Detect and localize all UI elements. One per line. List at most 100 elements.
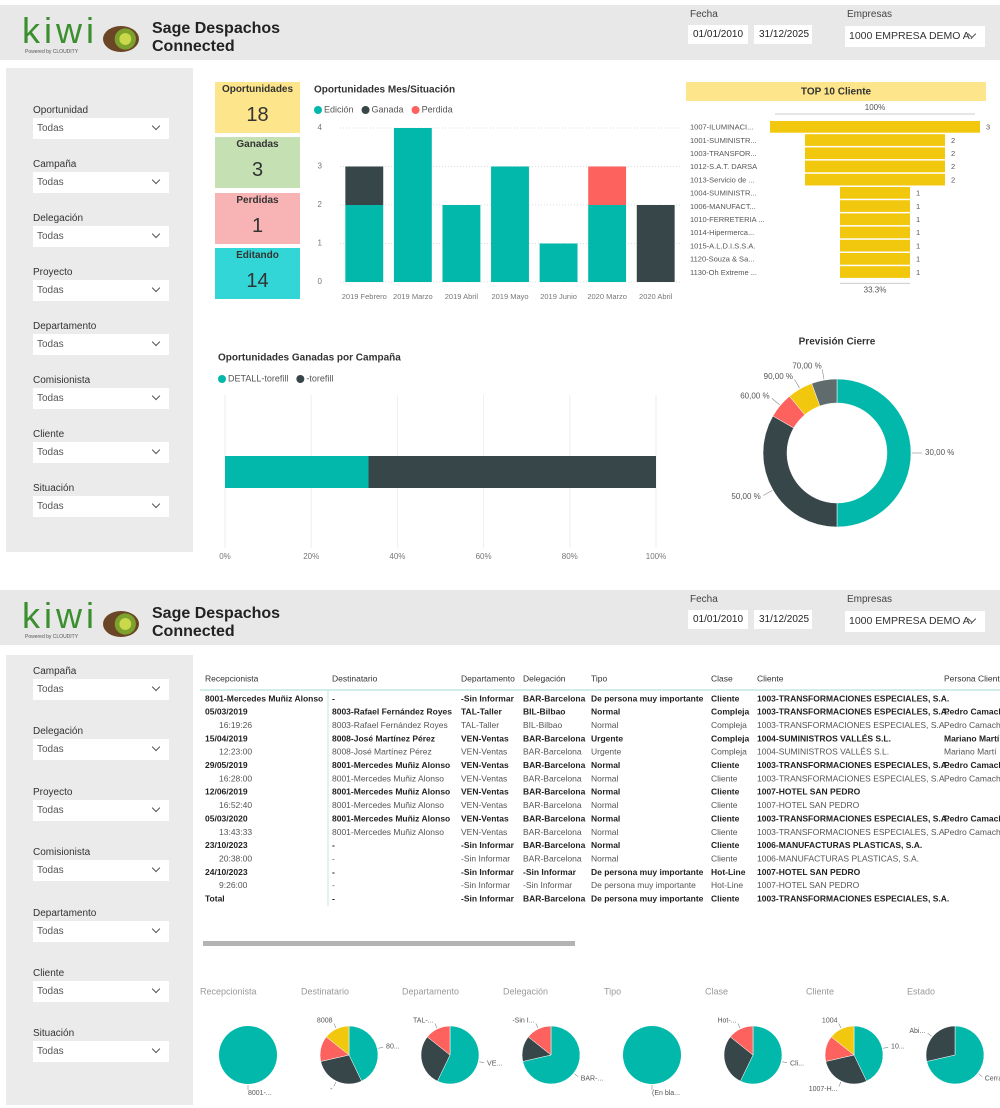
funnel-value: 1 xyxy=(916,241,920,250)
table-cell: BAR-Barcelona xyxy=(523,894,586,904)
table-cell: Normal xyxy=(591,840,620,850)
table-cell: BIL-Bilbao xyxy=(523,707,566,717)
kpi-card xyxy=(215,137,300,188)
table-cell: 1007-HOTEL SAN PEDRO xyxy=(757,867,861,877)
pie-slice xyxy=(723,1036,754,1082)
pie-slice xyxy=(740,1025,783,1085)
filter-dropdown[interactable]: Todas xyxy=(33,496,169,517)
filter-dropdown[interactable]: Todas xyxy=(33,981,169,1002)
filter-dropdown[interactable]: Todas xyxy=(33,799,169,821)
pie-slice xyxy=(319,1036,350,1062)
filter-dropdown[interactable]: Todas xyxy=(33,280,169,301)
slice-label: VE... xyxy=(487,1060,502,1067)
y-tick-label: 4 xyxy=(318,123,323,132)
table-cell: - xyxy=(332,853,335,863)
date-from[interactable]: 01/01/2010 xyxy=(688,610,748,629)
chart-title: Previsión Cierre xyxy=(799,337,876,348)
table-cell: 1006-MANUFACTURAS PLASTICAS, S.A. xyxy=(757,853,919,863)
table-cell: TAL-Taller xyxy=(461,707,502,717)
table-cell: 8001-Mercedes Muñiz Alonso xyxy=(205,693,323,703)
leader-line xyxy=(574,1073,579,1078)
funnel-bar xyxy=(840,226,910,239)
filter-dropdown[interactable]: Todas xyxy=(33,679,169,700)
filter-dropdown[interactable]: Todas xyxy=(33,860,169,882)
table-cell: -Sin Informar xyxy=(523,867,577,877)
x-tick-label: 2020 Marzo xyxy=(587,292,627,301)
table-cell: 23/10/2023 xyxy=(205,840,248,850)
date-to[interactable]: 31/12/2025 xyxy=(754,610,812,629)
table-cell: Pedro Camacho xyxy=(944,813,1000,823)
chart-title: Cliente xyxy=(806,986,834,996)
chart-title: Tipo xyxy=(604,986,621,996)
table-cell: - xyxy=(332,693,335,703)
filter-label: Cliente xyxy=(33,429,65,440)
logo-tagline: Powered by CLOUDITY xyxy=(25,634,79,640)
bar-segment xyxy=(539,243,578,282)
date-from[interactable]: 01/01/2010 xyxy=(688,25,748,44)
kiwi-icon xyxy=(103,611,139,637)
funnel-bar xyxy=(805,173,945,186)
filter-dropdown[interactable]: Todas xyxy=(33,172,169,193)
chevron-icon xyxy=(151,863,161,873)
table-cell: Cliente xyxy=(711,760,740,770)
filter-dropdown[interactable]: Todas xyxy=(33,226,169,247)
table-cell: Normal xyxy=(591,760,620,770)
table-cell: -Sin Informar xyxy=(523,880,572,890)
filter-dropdown[interactable]: Todas xyxy=(33,1041,169,1063)
slice-label: 1004 xyxy=(822,1018,838,1025)
chevron-icon xyxy=(151,283,161,293)
filter-dropdown[interactable]: Todas xyxy=(33,388,169,409)
x-tick-label: 100% xyxy=(646,552,666,561)
bar-segment xyxy=(588,166,627,205)
table-cell: Hot-Line xyxy=(711,867,746,877)
table-cell: VEN-Ventas xyxy=(461,813,509,823)
table-cell: Cliente xyxy=(711,894,740,904)
funnel-category: 1007-ILUMINACI... xyxy=(690,123,753,132)
filter-label: Departamento xyxy=(33,907,97,919)
slice-label: (En bla... xyxy=(652,1090,680,1097)
bar-segment xyxy=(225,456,369,488)
company-dropdown[interactable] xyxy=(845,611,985,632)
header-bar xyxy=(0,590,1000,645)
chevron-icon xyxy=(151,984,161,994)
funnel-bar xyxy=(805,160,945,173)
filter-dropdown[interactable]: Todas xyxy=(33,442,169,463)
filter-label: Proyecto xyxy=(33,267,73,278)
leader-line xyxy=(838,1081,842,1087)
table-cell: 12/06/2019 xyxy=(205,787,248,797)
table-cell: Hot-Line xyxy=(711,880,743,890)
legend-swatch xyxy=(361,106,370,114)
bar-segment xyxy=(442,205,481,282)
y-tick-label: 0 xyxy=(318,277,323,286)
filter-dropdown[interactable]: Todas xyxy=(33,118,169,139)
date-to[interactable]: 31/12/2025 xyxy=(754,25,812,44)
chart-title: Destinatario xyxy=(301,986,349,996)
table-cell: Normal xyxy=(591,707,620,717)
kpi-value: 14 xyxy=(246,270,269,292)
funnel-bar xyxy=(805,134,945,146)
filter-label: Campaña xyxy=(33,159,77,170)
pie-slice xyxy=(420,1036,451,1082)
funnel-value: 1 xyxy=(916,255,920,264)
funnel-bar xyxy=(805,147,945,160)
slice-label: 80... xyxy=(386,1043,400,1050)
filter-label: Campaña xyxy=(33,666,77,677)
x-tick-label: 2020 Abril xyxy=(639,292,673,301)
legend-label: Edición xyxy=(324,104,354,114)
chevron-icon xyxy=(151,499,161,509)
table-cell: Normal xyxy=(591,773,619,783)
funnel-category: 1006-MANUFACT... xyxy=(690,202,756,211)
filter-dropdown[interactable]: Todas xyxy=(33,739,169,761)
filter-dropdown[interactable]: Todas xyxy=(33,920,169,942)
slice-label: Cerra... xyxy=(985,1076,1000,1083)
kpi-label: Ganadas xyxy=(236,139,279,150)
table-cell: VEN-Ventas xyxy=(461,747,507,757)
funnel-category: 1012-S.A.T. DARSA xyxy=(690,162,757,171)
table-cell: Mariano Martí xyxy=(944,733,1000,743)
filter-dropdown[interactable]: Todas xyxy=(33,334,169,355)
funnel-bottom-label: 33.3% xyxy=(864,286,887,295)
table-cell: -Sin Informar xyxy=(461,894,515,904)
leader-line xyxy=(434,1023,438,1029)
company-dropdown[interactable] xyxy=(845,26,985,47)
table-cell: Urgente xyxy=(591,747,622,757)
